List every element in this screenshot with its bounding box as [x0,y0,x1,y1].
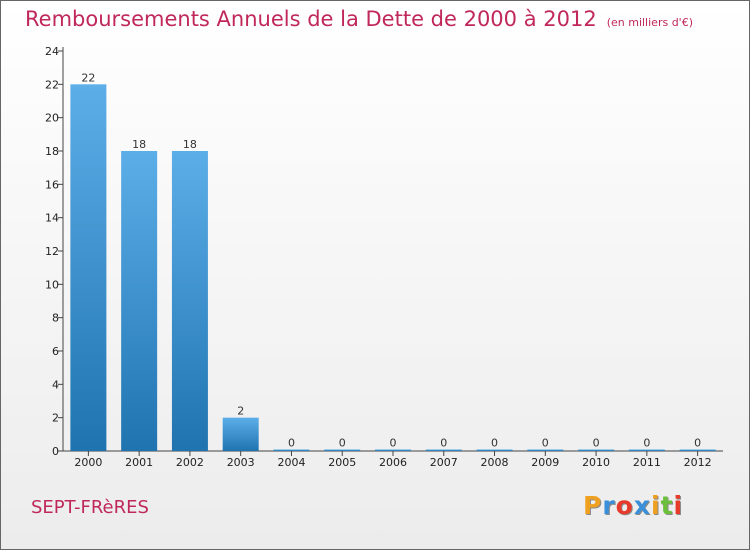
chart-unit-note: (en milliers d'€) [606,16,693,29]
bar [628,449,665,451]
x-tick-label: 2001 [125,456,153,469]
commune-name: SEPT-FRèRES [31,497,149,518]
bar [578,449,615,451]
logo-letter: i [651,491,661,520]
bar [70,84,107,451]
x-tick-label: 2000 [74,456,102,469]
proxiti-logo: Proxiti [583,491,683,520]
bar-value-label: 0 [694,437,701,450]
bar [425,449,462,451]
y-tick-label: 16 [45,178,59,191]
bar [476,449,513,451]
bar-value-label: 0 [593,437,600,450]
bar [679,449,716,451]
bar-value-label: 18 [183,138,197,151]
logo-letter: x [633,491,651,520]
bar [222,417,259,451]
logo-letter: P [583,491,603,520]
y-tick-label: 24 [45,45,59,58]
logo-letter: i [673,491,684,520]
x-tick-label: 2009 [531,456,559,469]
y-tick-label: 18 [45,145,59,158]
bar-value-label: 2 [237,405,244,418]
x-tick-label: 2002 [176,456,204,469]
x-tick-label: 2006 [379,456,407,469]
y-tick-label: 12 [45,245,59,258]
bar-value-label: 18 [132,138,146,151]
x-tick-label: 2010 [582,456,610,469]
bar [121,151,158,451]
y-tick-label: 22 [45,78,59,91]
x-tick-label: 2003 [227,456,255,469]
logo-letter: r [602,491,616,520]
y-tick-label: 20 [45,112,59,125]
chart-title-block: Remboursements Annuels de la Dette de 20… [25,7,693,31]
bar [324,449,361,451]
bar [527,449,564,451]
bar-value-label: 0 [643,437,650,450]
bar-value-label: 0 [440,437,447,450]
bar [273,449,310,451]
bar-value-label: 0 [542,437,549,450]
x-tick-label: 2005 [328,456,356,469]
y-tick-label: 0 [52,445,59,458]
bar-value-label: 0 [288,437,295,450]
x-tick-label: 2004 [277,456,305,469]
bar-value-label: 0 [339,437,346,450]
bar-value-label: 0 [491,437,498,450]
y-tick-label: 8 [52,312,59,325]
y-tick-label: 2 [52,412,59,425]
x-tick-label: 2008 [481,456,509,469]
y-tick-label: 10 [45,278,59,291]
bar-value-label: 0 [390,437,397,450]
x-tick-label: 2012 [684,456,712,469]
bar [171,151,208,451]
logo-letter: t [660,491,674,520]
x-tick-label: 2007 [430,456,458,469]
bar-value-label: 22 [81,71,95,84]
chart-title: Remboursements Annuels de la Dette de 20… [25,7,597,31]
y-tick-label: 14 [45,212,59,225]
logo-letter: o [615,491,634,520]
x-tick-label: 2011 [633,456,661,469]
y-tick-label: 6 [52,345,59,358]
y-tick-label: 4 [52,378,59,391]
bar [375,449,411,451]
